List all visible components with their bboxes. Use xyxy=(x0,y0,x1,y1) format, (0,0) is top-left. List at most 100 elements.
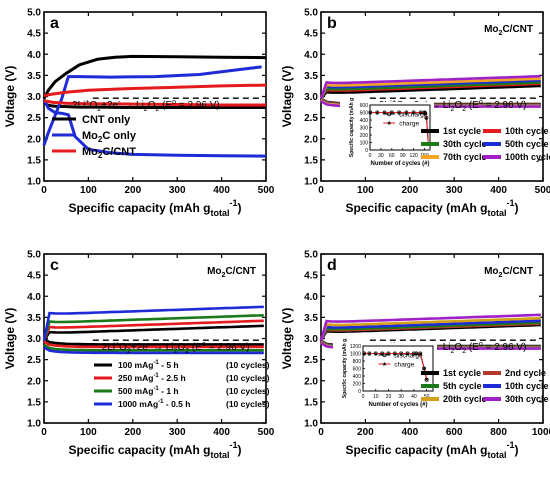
x-axis-label-main: Specific capacity (mAh g xyxy=(68,201,210,215)
legend-label: Mo2C/CNT xyxy=(82,146,136,160)
y-tick-label: 3.0 xyxy=(27,334,41,345)
inset-point-charge: ★ xyxy=(422,366,427,372)
series-Mo2C/CNT xyxy=(43,83,267,98)
inset-legend-label: discharge xyxy=(394,353,423,360)
x-tick-label: 200 xyxy=(401,185,418,196)
equation-part: 2Li xyxy=(102,342,115,353)
inset-y-tick-label: 0 xyxy=(365,148,368,154)
equation-part: O xyxy=(89,100,97,111)
legend-cycles: (10 cycles) xyxy=(226,386,270,396)
inset-point-charge: ★ xyxy=(405,352,410,358)
inset-point-charge: ★ xyxy=(424,116,429,122)
material-label-main: Mo xyxy=(484,24,498,35)
x-axis-label: Specific capacity (mAh gtotal-1) xyxy=(68,440,241,460)
discharge-curve-1000 mAg⁻¹ - 0.5 h (10 cycles) xyxy=(43,346,264,355)
equation-part: +2e xyxy=(101,100,118,111)
x-tick-label: 0 xyxy=(318,427,324,438)
inset-point-charge: ★ xyxy=(375,111,380,117)
x-tick-label: 300 xyxy=(169,427,186,438)
inset-y-tick-label: 200 xyxy=(360,133,369,139)
panel-letter: d xyxy=(327,257,337,274)
legend-rate-time: - 1 h xyxy=(159,386,179,396)
x-axis-label-main: Specific capacity (mAh g xyxy=(345,201,487,215)
equation-sup: o xyxy=(479,99,483,106)
equation-sub: 2 xyxy=(451,106,455,113)
equation-sup: + xyxy=(85,99,89,106)
legend-label-sub: 2 xyxy=(98,135,103,144)
x-axis-label-end: ) xyxy=(515,201,519,215)
x-axis-label-sub: total xyxy=(488,450,507,460)
y-tick-label: 2.5 xyxy=(27,113,41,124)
inset-y-tick-label: 1000 xyxy=(350,352,361,358)
inset-x-tick-label: 0 xyxy=(369,153,372,159)
legend-label: 1st cycle xyxy=(443,126,481,136)
equation-part: O xyxy=(148,100,156,111)
inset-y-tick-label: 500 xyxy=(360,111,369,117)
x-axis-label-sub: total xyxy=(488,208,507,218)
x-tick-label: 500 xyxy=(258,427,275,438)
inset-point-charge: ★ xyxy=(367,352,372,358)
legend-rate-sup: -1 xyxy=(158,399,164,405)
x-axis-label-end: ) xyxy=(238,201,242,215)
inset-x-axis-label: Number of cycles (#) xyxy=(368,402,427,408)
plot-frame xyxy=(43,253,267,424)
x-axis-label-sup: -1 xyxy=(230,440,238,450)
legend-label: CNT only xyxy=(82,114,131,126)
legend-rate: 1000 mAg-1 - 0.5 h xyxy=(118,399,190,409)
equation-sup: + xyxy=(115,341,119,348)
x-axis-label-end: ) xyxy=(238,443,242,457)
inset-series-charge xyxy=(364,353,428,380)
charge-curve-50th cycle xyxy=(319,79,541,100)
y-axis-label: Voltage (V) xyxy=(3,308,17,370)
equation-part: = 2.96 V) xyxy=(483,100,527,111)
legend-rate-sup: -1 xyxy=(153,386,159,392)
x-axis-label-end: ) xyxy=(515,443,519,457)
inset-point-charge: ★ xyxy=(382,111,387,117)
equation-part: → Li xyxy=(120,100,143,111)
inset-y-tick-label: 0 xyxy=(358,389,361,395)
series-Mo2C only xyxy=(42,99,267,158)
y-tick-label: 3.0 xyxy=(304,334,318,345)
x-axis-label: Specific capacity (mAh gtotal-1) xyxy=(68,198,241,218)
legend-rate-main: 500 mAg xyxy=(118,386,153,396)
legend-rate-main: 1000 mAg xyxy=(118,399,158,409)
x-tick-label: 100 xyxy=(80,427,97,438)
equation-sub: 2 xyxy=(127,348,131,355)
x-tick-label: 0 xyxy=(41,185,47,196)
legend-label: 100th cycle xyxy=(505,152,550,162)
material-label-sub: 2 xyxy=(499,272,503,279)
panel-letter: a xyxy=(50,15,59,32)
equation-sub: 2 xyxy=(97,106,101,113)
inset-point-charge: ★ xyxy=(397,111,402,117)
equation-part: O xyxy=(454,342,462,353)
inset-plot: 01002003004005006000306090120150Number o… xyxy=(340,98,434,171)
x-tick-label: 0 xyxy=(318,185,324,196)
y-tick-label: 4.5 xyxy=(27,29,41,40)
legend-rate-time: - 2.5 h xyxy=(159,373,186,383)
charge-curve-10th cycle xyxy=(319,319,541,342)
material-label-main: Mo xyxy=(207,266,221,277)
charge-curve-30th cycle xyxy=(319,81,541,100)
inset-x-tick-label: 60 xyxy=(389,153,395,159)
legend-label: Mo2C only xyxy=(82,130,137,144)
y-tick-label: 2.0 xyxy=(27,134,41,145)
y-tick-label: 5.0 xyxy=(304,8,318,19)
equation-part: → Li xyxy=(150,342,173,353)
equation-sub: 2 xyxy=(174,348,178,355)
inset-point-charge: ★ xyxy=(399,352,404,358)
charge-curve-1st cycle xyxy=(320,84,541,100)
legend-label-main: CNT only xyxy=(82,114,131,126)
inset-point-charge: ★ xyxy=(373,352,378,358)
y-tick-label: 2.5 xyxy=(304,355,318,366)
charge-curve-5th cycle xyxy=(319,321,541,342)
y-tick-label: 3.5 xyxy=(27,313,41,324)
x-tick-label: 400 xyxy=(490,185,507,196)
charge-curve-1000 mAg⁻¹ - 0.5 h (10 cycles) xyxy=(42,305,264,341)
equation-part: = 2.96 V) xyxy=(206,342,250,353)
material-label-end: C/CNT xyxy=(502,24,533,35)
y-tick-label: 5.0 xyxy=(27,8,41,19)
inset-plot: 02004006008001000120001020304050Number o… xyxy=(333,339,437,412)
inset-point-charge: ★ xyxy=(422,111,427,117)
y-tick-label: 3.5 xyxy=(27,71,41,82)
equation-part: +2e xyxy=(131,342,148,353)
